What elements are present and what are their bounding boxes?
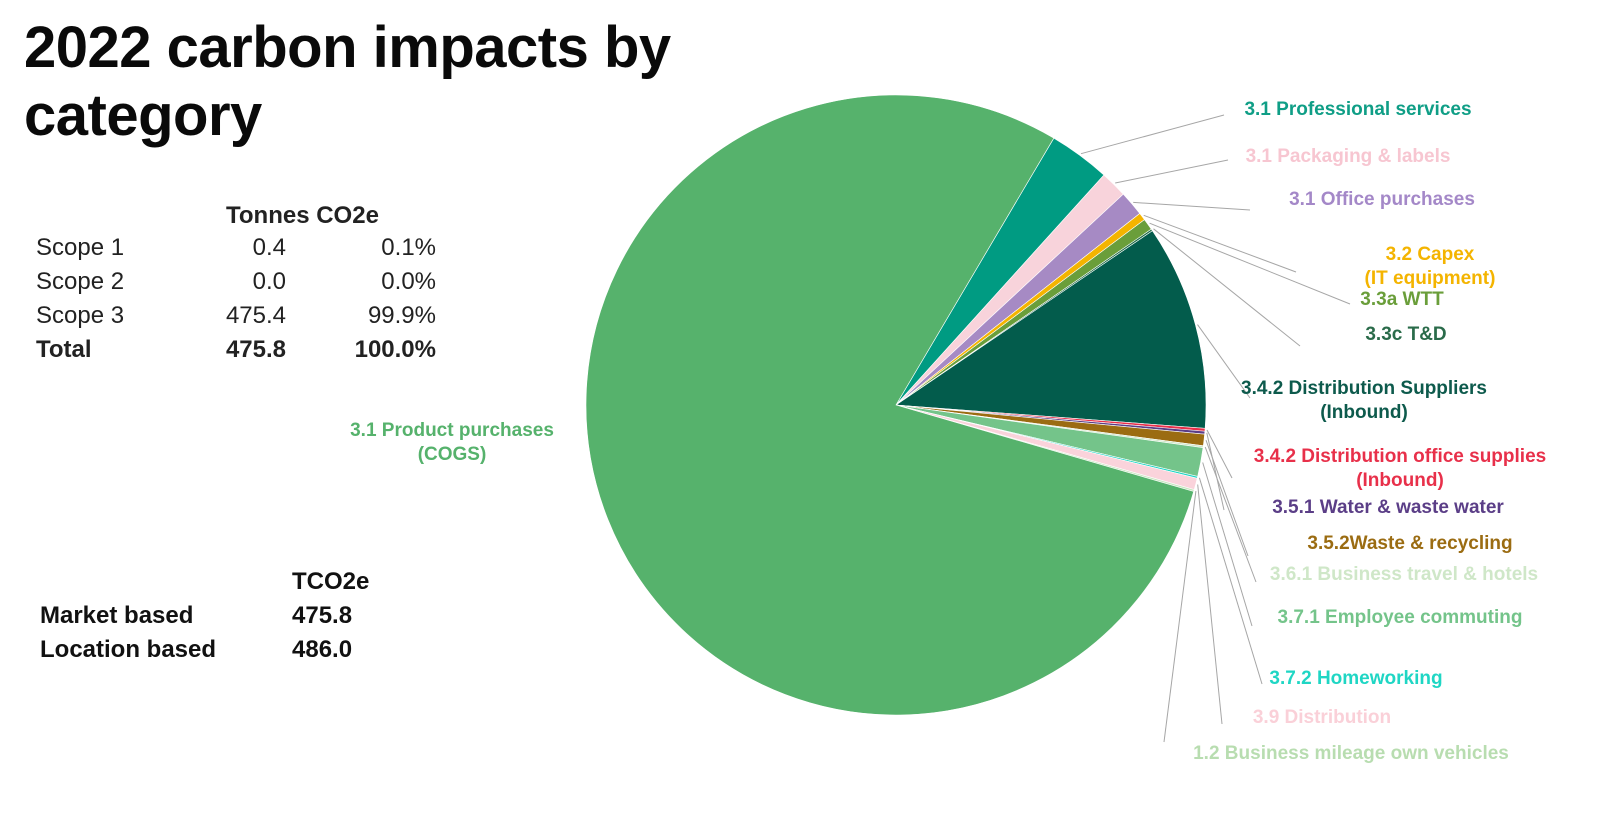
tco-row: Market based 475.8 xyxy=(40,602,420,636)
scope-label: Scope 2 xyxy=(36,268,125,295)
scope-percent: 99.9% xyxy=(367,302,436,329)
tco-value: 475.8 xyxy=(292,602,353,629)
scope-label: Scope 3 xyxy=(36,302,125,329)
scope-label: Total xyxy=(36,336,92,363)
slice-label: 3.4.2 Distribution Suppliers (Inbound) xyxy=(1241,378,1487,423)
scope-percent: 0.1% xyxy=(381,234,436,261)
slice-label: 3.7.1 Employee commuting xyxy=(1278,607,1523,628)
slice-label: 3.5.1 Water & waste water xyxy=(1272,497,1504,518)
slice-label: 3.2 Capex (IT equipment) xyxy=(1365,244,1496,289)
scope-percent: 100.0% xyxy=(354,336,436,363)
leader-line xyxy=(1080,114,1225,155)
leader-line xyxy=(1133,201,1251,211)
slice-label: 3.6.1 Business travel & hotels xyxy=(1270,564,1538,585)
leader-line xyxy=(1197,484,1223,725)
tco-table-header: TCO2e xyxy=(292,568,370,595)
scope-tonnes: 475.8 xyxy=(225,336,286,363)
slice-label: 3.4.2 Distribution office supplies (Inbou… xyxy=(1254,446,1546,491)
tco-value: 486.0 xyxy=(292,636,353,663)
scope-percent: 0.0% xyxy=(381,268,436,295)
slice-label: 3.5.2Waste & recycling xyxy=(1307,533,1512,554)
scope-row: Scope 1 0.4 0.1% xyxy=(36,234,436,268)
leader-line xyxy=(1206,432,1225,511)
leader-line xyxy=(1143,214,1297,273)
tco-label: Location based xyxy=(40,636,217,663)
scope-row: Scope 2 0.0 0.0% xyxy=(36,268,436,302)
scope-total-row: Total 475.8 100.0% xyxy=(36,336,436,370)
slice-label: 3.1 Office purchases xyxy=(1289,189,1475,210)
tco-label: Market based xyxy=(40,602,194,629)
slice-label: 3.9 Distribution xyxy=(1253,707,1391,728)
leader-line xyxy=(1163,491,1197,743)
leader-line xyxy=(1115,159,1229,184)
leader-line xyxy=(1149,222,1351,305)
leader-line xyxy=(1198,477,1263,685)
slice-label: 3.7.2 Homeworking xyxy=(1269,668,1442,689)
tco-row: Location based 486.0 xyxy=(40,636,420,670)
slice-label: 1.2 Business mileage own vehicles xyxy=(1193,743,1509,764)
pie-slices xyxy=(585,94,1207,716)
slice-label: 3.1 Packaging & labels xyxy=(1246,146,1451,167)
slice-label: 3.3a WTT xyxy=(1360,289,1444,310)
slice-label: 3.1 Professional services xyxy=(1244,99,1471,120)
pie-slice xyxy=(895,230,1207,429)
slice-label: 3.1 Product purchases (COGS) xyxy=(350,420,554,465)
scope-tonnes: 0.0 xyxy=(252,268,286,295)
slice-labels: 3.1 Professional services 3.1 Packaging &… xyxy=(350,99,1546,764)
scope-label: Scope 1 xyxy=(36,234,125,261)
scope-tonnes: 0.4 xyxy=(252,234,286,261)
leader-lines xyxy=(1080,114,1351,743)
pie-slice xyxy=(585,94,1195,716)
scope-row: Scope 3 475.4 99.9% xyxy=(36,302,436,336)
scope-table-header: Tonnes CO2e xyxy=(226,202,379,229)
leader-line xyxy=(1153,228,1301,347)
leader-line xyxy=(1197,324,1251,399)
leader-line xyxy=(1202,462,1253,627)
leader-line xyxy=(1206,429,1233,479)
chart-title: 2022 carbon impacts by category xyxy=(24,15,671,148)
leader-line xyxy=(1205,440,1249,557)
slice-label: 3.3c T&D xyxy=(1365,324,1446,345)
scope-tonnes: 475.4 xyxy=(225,302,286,329)
leader-line xyxy=(1204,446,1257,583)
